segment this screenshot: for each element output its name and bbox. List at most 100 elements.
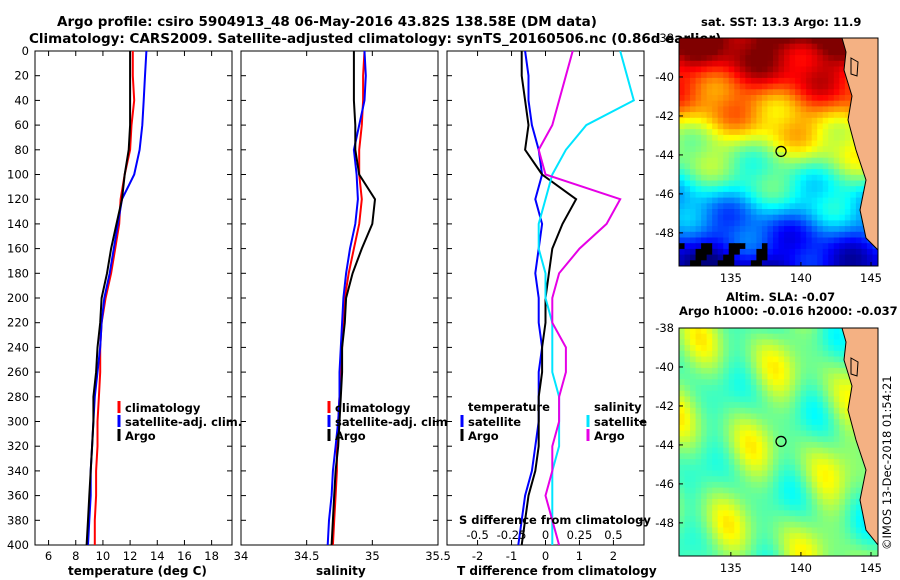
heatmap-cell [695, 214, 702, 221]
heatmap-cell [828, 521, 835, 529]
heatmap-cell [706, 129, 713, 136]
heatmap-cell [701, 180, 708, 187]
heatmap-cell [844, 180, 851, 187]
heatmap-cell [844, 459, 851, 466]
heatmap-cell [756, 407, 763, 415]
heatmap-cell [706, 424, 713, 432]
heatmap-cell [701, 396, 708, 403]
heatmap-cell [806, 163, 813, 170]
heatmap-cell [806, 487, 813, 494]
heatmap-cell [690, 345, 697, 352]
heatmap-cell [739, 191, 746, 199]
heatmap-cell [723, 442, 730, 449]
heatmap-cell [811, 533, 818, 540]
heatmap-cell [806, 516, 813, 523]
heatmap-cell [712, 191, 719, 199]
heatmap-cell [690, 538, 697, 546]
heatmap-cell [701, 550, 708, 556]
heatmap-cell [684, 203, 691, 210]
heatmap-cell [734, 550, 741, 556]
heatmap-cell [844, 260, 851, 266]
depth-tick-label: 340 [7, 464, 29, 478]
heatmap-cell [679, 140, 686, 147]
heatmap-cell [701, 350, 708, 358]
heatmap-cell [778, 402, 785, 409]
heatmap-cell [745, 203, 752, 210]
heatmap-cell [833, 407, 840, 415]
heatmap-cell [778, 117, 785, 125]
heatmap-cell [679, 191, 686, 199]
heatmap-cell [784, 95, 791, 102]
heatmap-cell [817, 442, 824, 449]
heatmap-cell [750, 407, 757, 415]
heatmap-cell [739, 436, 746, 443]
heatmap-cell [817, 493, 824, 500]
heatmap-cell [695, 60, 702, 68]
heatmap-cell [723, 123, 730, 130]
heatmap-cell [778, 55, 785, 62]
heatmap-cell [695, 487, 702, 494]
heatmap-cell [828, 186, 835, 193]
heatmap-cell [690, 77, 697, 85]
heatmap-cell [811, 538, 818, 546]
heatmap-cell [756, 231, 763, 239]
heatmap-cell [712, 470, 719, 477]
heatmap-cell [750, 60, 757, 68]
heatmap-cell [690, 226, 697, 233]
heatmap-cell [800, 55, 807, 62]
heatmap-cell [855, 157, 863, 164]
heatmap-cell [761, 356, 769, 363]
heatmap-cell [756, 339, 763, 346]
heatmap-cell [784, 487, 791, 494]
heatmap-cell [844, 379, 851, 386]
heatmap-cell [800, 157, 807, 164]
heatmap-cell [817, 402, 824, 409]
heatmap-cell [745, 260, 752, 266]
heatmap-cell [745, 373, 752, 380]
heatmap-cell [695, 112, 702, 119]
heatmap-cell [695, 424, 702, 432]
heatmap-cell [855, 504, 863, 511]
map-x-tick-label: 140 [790, 561, 812, 575]
heatmap-cell [828, 362, 835, 369]
heatmap-cell [778, 66, 785, 73]
heatmap-cell [833, 152, 840, 159]
heatmap-cell [795, 77, 802, 85]
heatmap-cell [767, 527, 774, 534]
heatmap-cell [767, 146, 774, 153]
heatmap-cell [717, 362, 724, 369]
sla-land-island [850, 357, 859, 377]
heatmap-cell [750, 453, 757, 460]
heatmap-cell [800, 214, 807, 221]
heatmap-cell [828, 396, 835, 403]
heatmap-cell [806, 134, 813, 142]
heatmap-cell [800, 373, 807, 380]
heatmap-cell [789, 237, 796, 244]
heatmap-cell [723, 402, 730, 409]
heatmap-cell [690, 396, 697, 403]
heatmap-cell [778, 186, 785, 193]
heatmap-cell [767, 413, 774, 420]
heatmap-cell [728, 538, 735, 546]
heatmap-cell [679, 146, 686, 153]
heatmap-cell [833, 538, 840, 546]
heatmap-cell [844, 186, 851, 193]
heatmap-cell [717, 226, 724, 233]
heatmap-cell [717, 112, 724, 119]
heatmap-cell [839, 550, 846, 556]
heatmap-cell [772, 43, 780, 50]
heatmap-cell [701, 516, 708, 523]
heatmap-cell [695, 157, 702, 164]
heatmap-cell [822, 413, 829, 420]
heatmap-cell [800, 521, 807, 529]
heatmap-cell [701, 419, 708, 426]
heatmap-cell [745, 362, 752, 369]
heatmap-cell [701, 106, 708, 113]
heatmap-cell [817, 77, 824, 85]
heatmap-cell [784, 550, 791, 556]
heatmap-cell [706, 152, 713, 159]
heatmap-cell [679, 186, 686, 193]
heatmap-cell [817, 487, 824, 494]
heatmap-cell [739, 339, 746, 346]
heatmap-cell [695, 231, 702, 239]
